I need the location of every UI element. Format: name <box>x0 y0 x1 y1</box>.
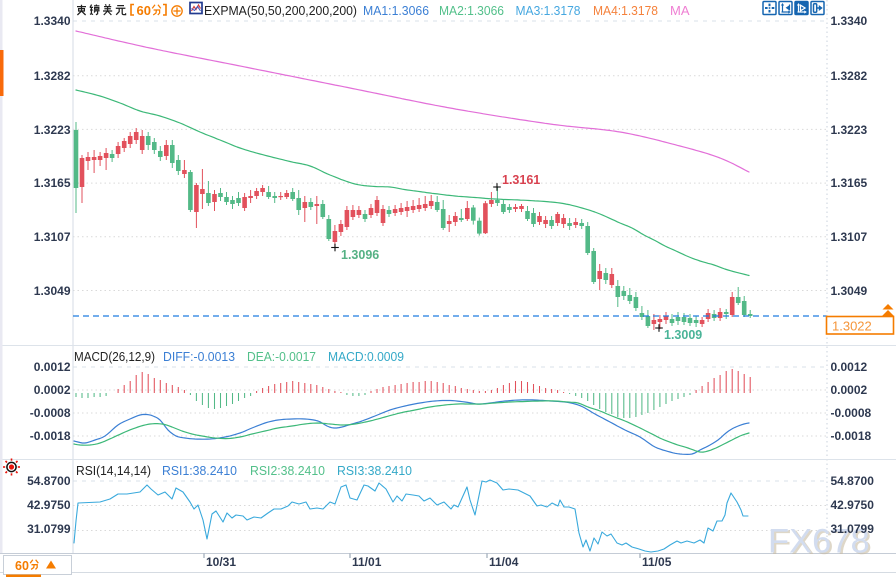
svg-text:MACD(26,12,9): MACD(26,12,9) <box>74 350 155 364</box>
svg-text:RSI3:38.2410: RSI3:38.2410 <box>337 464 412 478</box>
svg-text:11/05: 11/05 <box>642 555 672 569</box>
svg-text:1.3009: 1.3009 <box>664 328 702 342</box>
svg-text:11/01: 11/01 <box>352 555 382 569</box>
svg-text:42.9750: 42.9750 <box>27 498 71 512</box>
svg-text:1.3161: 1.3161 <box>502 173 540 187</box>
svg-text:-0.0008: -0.0008 <box>831 406 872 420</box>
svg-text:MA: MA <box>670 3 690 18</box>
svg-text:11/04: 11/04 <box>489 555 519 569</box>
svg-text:0.0002: 0.0002 <box>831 383 868 397</box>
svg-text:RSI1:38.2410: RSI1:38.2410 <box>162 464 237 478</box>
svg-text:EXPMA(50,50,200,200,200): EXPMA(50,50,200,200,200) <box>204 3 357 18</box>
svg-text:FX678: FX678 <box>768 523 870 561</box>
svg-text:MA2:1.3066: MA2:1.3066 <box>439 3 504 18</box>
svg-text:0.0012: 0.0012 <box>831 360 868 374</box>
svg-text:1.3107: 1.3107 <box>831 230 868 244</box>
svg-text:RSI(14,14,14): RSI(14,14,14) <box>76 464 151 478</box>
svg-text:RSI2:38.2410: RSI2:38.2410 <box>250 464 325 478</box>
svg-text:0.0012: 0.0012 <box>34 360 71 374</box>
svg-text:54.8700: 54.8700 <box>27 474 71 488</box>
svg-text:1.3282: 1.3282 <box>831 69 868 83</box>
svg-text:0.0002: 0.0002 <box>34 383 71 397</box>
svg-text:-0.0018: -0.0018 <box>831 429 872 443</box>
svg-text:60: 60 <box>137 3 151 18</box>
svg-text:1.3223: 1.3223 <box>831 123 868 137</box>
svg-text:FX678: FX678 <box>770 524 872 562</box>
svg-text:31.0799: 31.0799 <box>831 522 875 536</box>
svg-text:1.3096: 1.3096 <box>341 248 379 262</box>
svg-text:1.3107: 1.3107 <box>34 230 71 244</box>
svg-text:MA3:1.3178: MA3:1.3178 <box>516 3 581 18</box>
svg-text:1.3223: 1.3223 <box>34 123 71 137</box>
svg-text:42.9750: 42.9750 <box>831 498 875 512</box>
svg-text:DIFF:-0.0013: DIFF:-0.0013 <box>163 350 235 364</box>
svg-text:-0.0018: -0.0018 <box>30 429 71 443</box>
svg-text:1.3049: 1.3049 <box>831 284 868 298</box>
svg-text:31.0799: 31.0799 <box>27 522 71 536</box>
svg-text:1.3165: 1.3165 <box>831 176 868 190</box>
svg-text:MA1:1.3066: MA1:1.3066 <box>363 3 429 18</box>
svg-text:1.3049: 1.3049 <box>34 284 71 298</box>
svg-text:1.3340: 1.3340 <box>831 14 868 28</box>
svg-text:10/31: 10/31 <box>206 555 236 569</box>
svg-text:60: 60 <box>15 559 29 573</box>
svg-text:1.3340: 1.3340 <box>34 14 71 28</box>
svg-text:MACD:0.0009: MACD:0.0009 <box>328 350 404 364</box>
svg-text:54.8700: 54.8700 <box>831 474 875 488</box>
svg-text:1.3022: 1.3022 <box>832 319 872 334</box>
svg-text:MA4:1.3178: MA4:1.3178 <box>593 3 658 18</box>
svg-text:1.3165: 1.3165 <box>34 176 71 190</box>
svg-text:-0.0008: -0.0008 <box>30 406 71 420</box>
svg-text:1.3282: 1.3282 <box>34 69 71 83</box>
svg-text:DEA:-0.0017: DEA:-0.0017 <box>247 350 316 364</box>
